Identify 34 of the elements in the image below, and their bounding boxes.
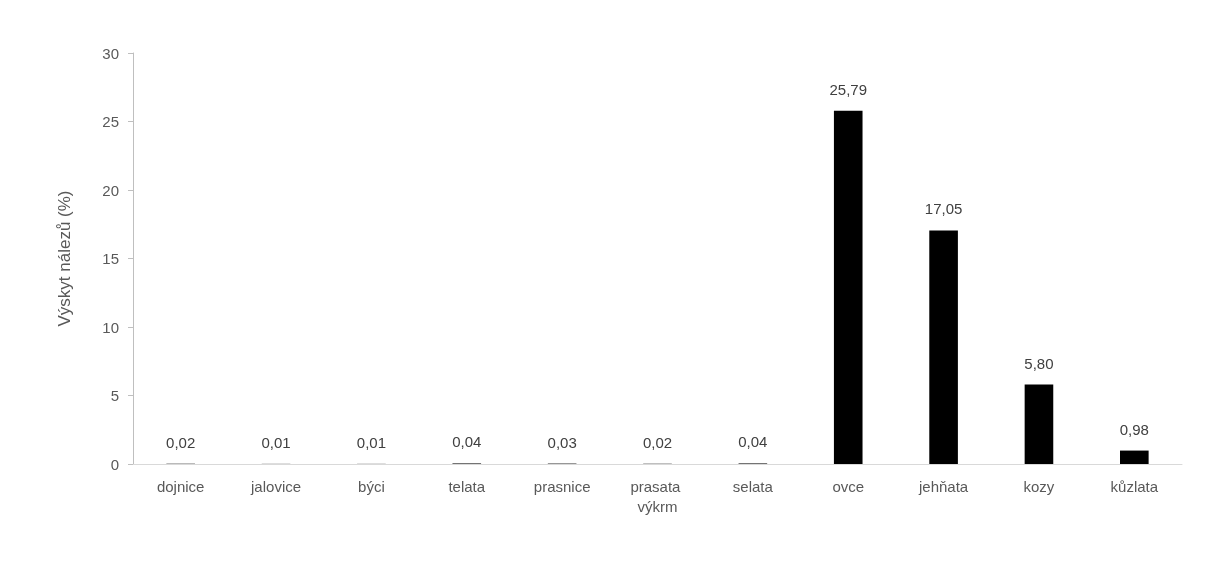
bar xyxy=(833,110,863,464)
x-tick-label: selata xyxy=(732,477,774,495)
data-label: 25,79 xyxy=(829,80,867,98)
bar xyxy=(1120,450,1149,464)
y-tick-label: 30 xyxy=(102,44,119,62)
x-tick-label: ovce xyxy=(832,477,865,495)
bar xyxy=(1024,384,1054,464)
x-tick-label: kůzlata xyxy=(1110,477,1159,495)
y-tick-label: 0 xyxy=(110,455,119,473)
data-label: 0,01 xyxy=(356,433,387,451)
x-tick-label: telata xyxy=(448,477,486,495)
bar xyxy=(929,230,958,464)
y-tick-label: 10 xyxy=(102,318,119,336)
y-tick-label: 15 xyxy=(102,250,119,267)
x-tick-label: dojnice xyxy=(156,477,205,495)
data-label: 0,04 xyxy=(452,433,482,451)
data-label: 0,04 xyxy=(738,433,768,451)
y-tick-label: 20 xyxy=(102,181,119,199)
y-tick-label: 25 xyxy=(102,113,119,130)
data-label: 0,03 xyxy=(547,433,577,451)
x-tick-label: jehňata xyxy=(917,477,969,495)
data-label: 0,98 xyxy=(1119,420,1149,438)
data-label: 5,80 xyxy=(1024,354,1054,372)
x-tick-label: prasnice xyxy=(533,477,591,495)
data-label: 0,02 xyxy=(642,433,673,451)
data-label: 0,02 xyxy=(166,433,196,451)
x-tick-label: jalovice xyxy=(250,477,302,495)
data-label: 17,05 xyxy=(924,200,963,218)
y-tick-label: 5 xyxy=(110,387,119,404)
x-tick-label: kozy xyxy=(1023,477,1055,495)
data-label: 0,01 xyxy=(261,433,291,451)
y-axis-title: Výskyt nálezů (%) xyxy=(55,190,74,327)
x-tick-label: prasata výkrm xyxy=(630,477,685,515)
x-tick-label: býci xyxy=(358,477,385,495)
